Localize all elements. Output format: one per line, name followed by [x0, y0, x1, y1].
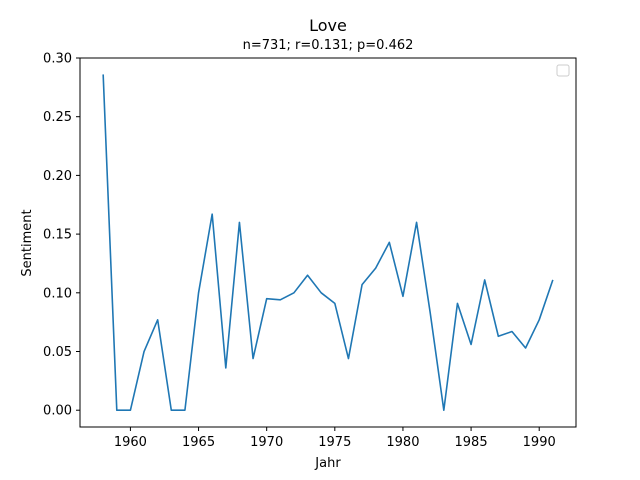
y-tick-label: 0.10 [43, 286, 72, 301]
plot-frame [79, 57, 577, 428]
y-tick-label: 0.05 [43, 345, 72, 360]
chart-title: Love [309, 16, 347, 35]
x-axis-label: Jahr [314, 456, 341, 471]
plot-area: 1960 1965 1970 1975 1980 1985 1990 0.00 0.05 0.1… [43, 52, 577, 450]
x-tick-label: 1965 [182, 435, 215, 450]
series-line [102, 74, 554, 412]
x-tick-label: 1990 [523, 435, 556, 450]
x-tick-label: 1960 [114, 435, 147, 450]
y-tick-label: 0.15 [43, 228, 72, 243]
y-tick-label: 0.30 [43, 52, 72, 67]
x-tick-label: 1970 [250, 435, 283, 450]
y-axis-label: Sentiment [20, 209, 35, 276]
x-tick-label: 1980 [386, 435, 419, 450]
y-tick-label: 0.25 [43, 110, 72, 125]
y-tick-label: 0.00 [43, 404, 72, 419]
x-axis: 1960 1965 1970 1975 1980 1985 1990 [114, 427, 556, 450]
x-tick-label: 1975 [318, 435, 351, 450]
chart-subtitle: n=731; r=0.131; p=0.462 [243, 38, 414, 53]
legend-box [556, 64, 570, 77]
y-axis: 0.00 0.05 0.10 0.15 0.20 0.25 0.30 [43, 52, 80, 419]
y-tick-label: 0.20 [43, 169, 72, 184]
x-tick-label: 1985 [455, 435, 488, 450]
